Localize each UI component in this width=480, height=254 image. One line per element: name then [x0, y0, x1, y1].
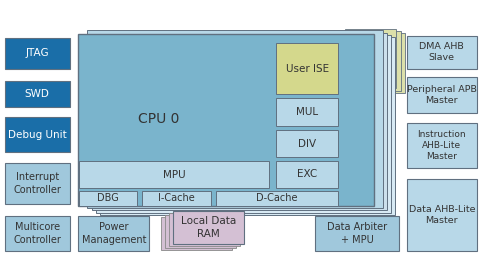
- Bar: [142, 191, 211, 206]
- Bar: [100, 37, 395, 215]
- Bar: [349, 31, 401, 91]
- Text: User ISE: User ISE: [286, 64, 329, 74]
- Text: Instruction
AHB-Lite
Master: Instruction AHB-Lite Master: [418, 130, 466, 161]
- Bar: [353, 33, 405, 93]
- Text: I-Cache: I-Cache: [158, 193, 195, 203]
- Text: Power
Management: Power Management: [82, 223, 146, 245]
- Text: Multicore
Controller: Multicore Controller: [13, 223, 61, 245]
- Bar: [161, 217, 232, 250]
- Text: Debug Unit: Debug Unit: [8, 130, 67, 140]
- Text: Peripheral APB
Master: Peripheral APB Master: [407, 85, 477, 105]
- Text: CPU 0: CPU 0: [138, 112, 179, 126]
- Text: DBG: DBG: [97, 193, 119, 203]
- Bar: [169, 213, 240, 246]
- Bar: [173, 211, 244, 244]
- Bar: [165, 215, 236, 248]
- Text: EXC: EXC: [297, 169, 317, 180]
- Text: DIV: DIV: [298, 138, 316, 149]
- Bar: [78, 216, 149, 251]
- Bar: [5, 216, 70, 251]
- Bar: [276, 98, 338, 126]
- Bar: [5, 163, 70, 204]
- Bar: [96, 35, 391, 213]
- Text: SWD: SWD: [25, 89, 49, 99]
- Bar: [79, 191, 137, 206]
- Bar: [407, 123, 477, 168]
- Bar: [5, 117, 70, 152]
- Bar: [79, 161, 269, 188]
- Bar: [5, 38, 70, 69]
- Bar: [407, 36, 477, 69]
- Bar: [78, 34, 374, 206]
- Text: MPU: MPU: [163, 170, 186, 180]
- Bar: [92, 33, 387, 210]
- Text: D-Cache: D-Cache: [256, 193, 298, 203]
- Bar: [216, 191, 338, 206]
- Text: DMA AHB
Slave: DMA AHB Slave: [420, 42, 464, 62]
- Text: JTAG: JTAG: [25, 48, 49, 58]
- Bar: [276, 130, 338, 157]
- Text: Local Data
RAM: Local Data RAM: [180, 216, 236, 239]
- Text: Data Arbiter
+ MPU: Data Arbiter + MPU: [327, 223, 387, 245]
- Text: Interrupt
Controller: Interrupt Controller: [13, 172, 61, 195]
- Bar: [407, 77, 477, 113]
- Bar: [276, 43, 338, 94]
- Bar: [276, 161, 338, 188]
- Text: Data AHB-Lite
Master: Data AHB-Lite Master: [408, 205, 475, 225]
- Text: MUL: MUL: [296, 107, 318, 117]
- Bar: [5, 81, 70, 107]
- Bar: [407, 179, 477, 251]
- Bar: [87, 30, 383, 208]
- Bar: [345, 29, 396, 88]
- Bar: [315, 216, 399, 251]
